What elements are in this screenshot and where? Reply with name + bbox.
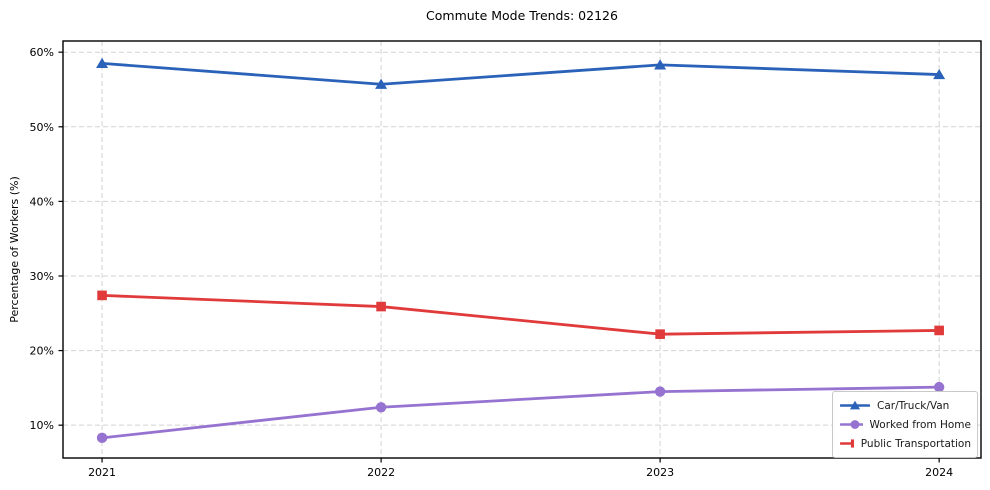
triangle-marker xyxy=(375,78,388,89)
circle-marker xyxy=(933,381,945,393)
triangle-marker xyxy=(96,57,109,68)
legend-item: Worked from Home xyxy=(840,415,971,434)
y-tick-label: 50% xyxy=(30,121,54,134)
legend-marker-sample xyxy=(840,420,863,429)
square-marker xyxy=(655,329,665,339)
circle-marker xyxy=(375,402,387,413)
x-tick-label: 2022 xyxy=(367,466,395,479)
y-tick-label: 10% xyxy=(30,419,54,432)
x-tick-label: 2021 xyxy=(88,466,116,479)
series-line xyxy=(100,293,941,336)
circle-marker xyxy=(96,432,108,444)
square-marker xyxy=(97,290,107,301)
y-tick-label: 20% xyxy=(30,345,54,358)
x-tick-label: 2023 xyxy=(646,466,674,479)
legend: Car/Truck/Van Worked from Home Public Tran… xyxy=(832,391,978,458)
legend-label: Worked from Home xyxy=(869,418,971,431)
legend-item: Car/Truck/Van xyxy=(840,396,971,415)
circle-marker xyxy=(850,420,860,429)
y-tick-label: 60% xyxy=(30,46,54,59)
legend-marker-sample xyxy=(840,439,854,448)
triangle-marker xyxy=(654,59,667,70)
square-marker xyxy=(850,439,854,448)
y-tick-label: 40% xyxy=(30,195,54,208)
triangle-marker xyxy=(933,68,946,80)
chart-title: Commute Mode Trends: 02126 xyxy=(426,8,618,23)
triangle-marker xyxy=(849,400,861,410)
x-tick-label: 2024 xyxy=(925,466,953,479)
series-line xyxy=(100,385,941,440)
circle-marker xyxy=(654,386,666,397)
axes-frame xyxy=(62,40,982,459)
legend-label: Car/Truck/Van xyxy=(877,399,950,412)
legend-label: Public Transportation xyxy=(860,437,971,450)
series-line xyxy=(100,61,941,86)
y-tick-label: 30% xyxy=(30,270,54,283)
legend-item: Public Transportation xyxy=(840,434,971,453)
square-marker xyxy=(376,301,386,312)
square-marker xyxy=(934,325,944,336)
legend-marker-sample xyxy=(840,400,870,410)
